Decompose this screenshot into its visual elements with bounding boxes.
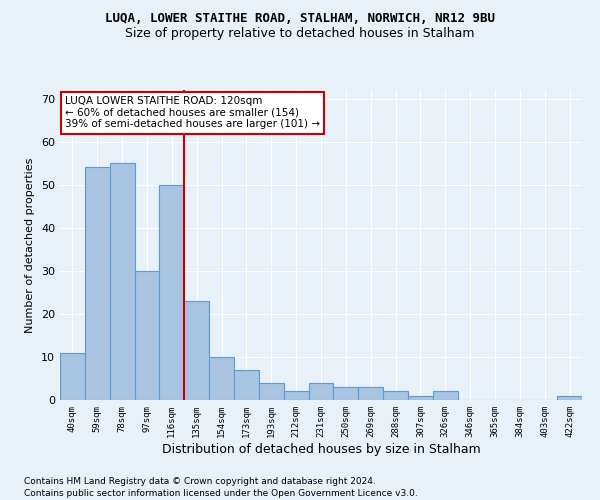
Bar — [134, 271, 160, 400]
Bar — [358, 387, 383, 400]
Y-axis label: Number of detached properties: Number of detached properties — [25, 158, 35, 332]
Text: LUQA LOWER STAITHE ROAD: 120sqm
← 60% of detached houses are smaller (154)
39% o: LUQA LOWER STAITHE ROAD: 120sqm ← 60% of… — [65, 96, 320, 130]
Bar — [184, 301, 209, 400]
Bar — [60, 352, 85, 400]
Text: Contains public sector information licensed under the Open Government Licence v3: Contains public sector information licen… — [24, 489, 418, 498]
Bar — [85, 168, 110, 400]
Bar — [209, 357, 234, 400]
Text: Distribution of detached houses by size in Stalham: Distribution of detached houses by size … — [161, 442, 481, 456]
Bar — [383, 392, 408, 400]
Bar — [284, 392, 308, 400]
Bar — [308, 383, 334, 400]
Text: Contains HM Land Registry data © Crown copyright and database right 2024.: Contains HM Land Registry data © Crown c… — [24, 478, 376, 486]
Bar — [234, 370, 259, 400]
Bar — [259, 383, 284, 400]
Bar — [557, 396, 582, 400]
Text: Size of property relative to detached houses in Stalham: Size of property relative to detached ho… — [125, 28, 475, 40]
Bar — [334, 387, 358, 400]
Text: LUQA, LOWER STAITHE ROAD, STALHAM, NORWICH, NR12 9BU: LUQA, LOWER STAITHE ROAD, STALHAM, NORWI… — [105, 12, 495, 26]
Bar — [433, 392, 458, 400]
Bar — [408, 396, 433, 400]
Bar — [110, 163, 134, 400]
Bar — [160, 184, 184, 400]
